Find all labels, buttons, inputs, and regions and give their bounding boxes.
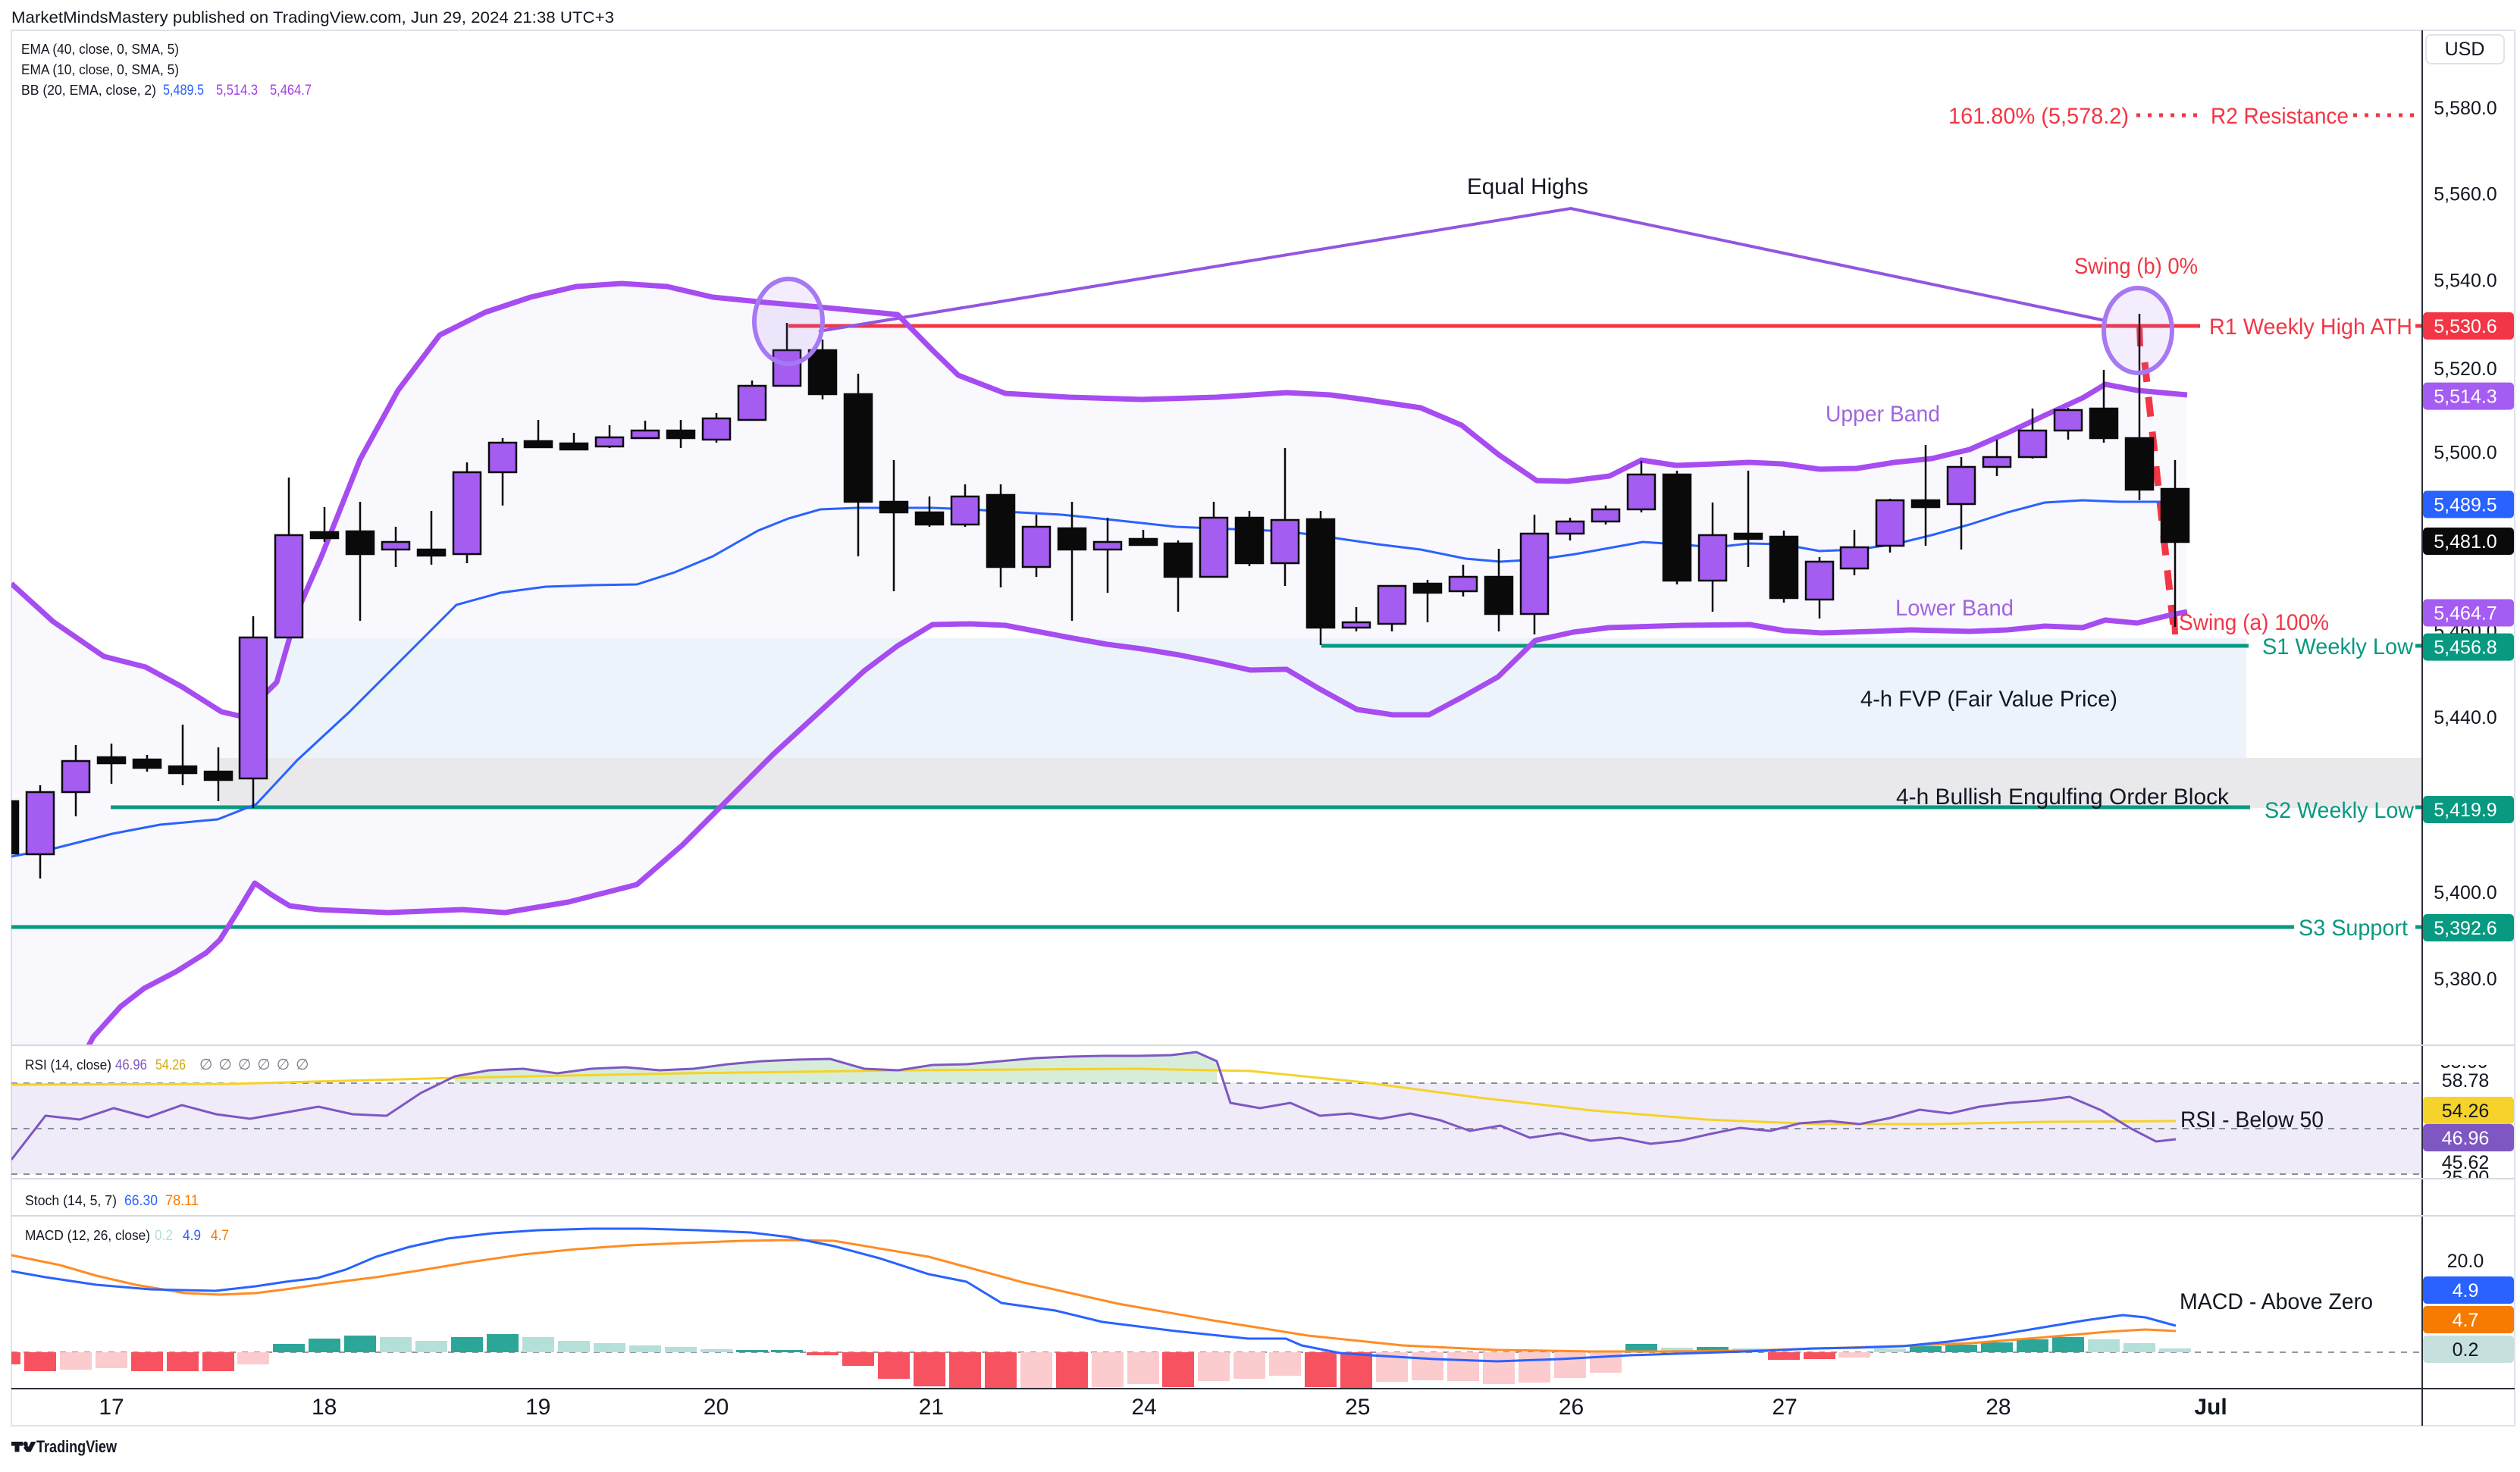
svg-text:USD: USD bbox=[2445, 39, 2485, 60]
svg-text:MACD - Above Zero: MACD - Above Zero bbox=[2180, 1289, 2373, 1314]
svg-text:0.2: 0.2 bbox=[2453, 1339, 2479, 1361]
svg-text:R1 Weekly High ATH: R1 Weekly High ATH bbox=[2209, 315, 2412, 340]
svg-text:Upper Band: Upper Band bbox=[1826, 402, 1940, 427]
svg-text:S3 Support: S3 Support bbox=[2299, 916, 2409, 941]
svg-text:5,520.0: 5,520.0 bbox=[2434, 359, 2496, 380]
svg-text:54.26: 54.26 bbox=[2442, 1101, 2490, 1122]
svg-text:5,400.0: 5,400.0 bbox=[2434, 882, 2496, 904]
svg-text:5,440.0: 5,440.0 bbox=[2434, 707, 2496, 728]
svg-text:∅∅∅∅∅∅: ∅ ∅ ∅ ∅ ∅ ∅ bbox=[199, 1057, 309, 1073]
svg-text:26: 26 bbox=[1559, 1395, 1584, 1420]
svg-text:RSI - Below 50: RSI - Below 50 bbox=[2180, 1107, 2324, 1132]
svg-text:Swing (a) 100%: Swing (a) 100% bbox=[2179, 610, 2329, 635]
svg-text:5,481.0: 5,481.0 bbox=[2434, 531, 2496, 553]
svg-text:19: 19 bbox=[525, 1395, 550, 1420]
svg-text:24: 24 bbox=[1132, 1395, 1157, 1420]
svg-text:20: 20 bbox=[704, 1395, 729, 1420]
svg-text:46.96: 46.96 bbox=[115, 1057, 147, 1073]
svg-text:161.80% (5,578.2): 161.80% (5,578.2) bbox=[1948, 104, 2129, 129]
svg-text:4.7: 4.7 bbox=[211, 1228, 229, 1244]
svg-text:58.78: 58.78 bbox=[2442, 1070, 2490, 1091]
svg-text:4-h FVP (Fair Value Price): 4-h FVP (Fair Value Price) bbox=[1860, 687, 2117, 712]
svg-text:R2 Resistance: R2 Resistance bbox=[2211, 104, 2349, 129]
svg-text:46.96: 46.96 bbox=[2442, 1128, 2490, 1149]
svg-text:5,514.3: 5,514.3 bbox=[216, 83, 258, 99]
svg-text:5,464.7: 5,464.7 bbox=[2434, 603, 2496, 625]
svg-text:25: 25 bbox=[1345, 1395, 1370, 1420]
svg-text:28: 28 bbox=[1986, 1395, 2011, 1420]
svg-text:BB (20, EMA, close, 2): BB (20, EMA, close, 2) bbox=[21, 83, 156, 98]
svg-text:4.9: 4.9 bbox=[183, 1228, 201, 1244]
svg-text:5,580.0: 5,580.0 bbox=[2434, 98, 2496, 119]
svg-text:RSI (14, close): RSI (14, close) bbox=[25, 1057, 111, 1073]
svg-text:4.7: 4.7 bbox=[2453, 1310, 2479, 1331]
svg-text:Stoch (14, 5, 7): Stoch (14, 5, 7) bbox=[25, 1193, 117, 1208]
svg-text:5,489.5: 5,489.5 bbox=[163, 83, 204, 99]
svg-text:Jul: Jul bbox=[2194, 1395, 2227, 1420]
svg-text:54.26: 54.26 bbox=[155, 1057, 186, 1073]
svg-text:5,500.0: 5,500.0 bbox=[2434, 443, 2496, 464]
svg-text:5,530.6: 5,530.6 bbox=[2434, 316, 2496, 337]
svg-text:27: 27 bbox=[1772, 1395, 1798, 1420]
svg-text:4-h Bullish Engulfing Order Bl: 4-h Bullish Engulfing Order Block bbox=[1896, 785, 2230, 810]
svg-text:TradingView: TradingView bbox=[36, 1437, 118, 1456]
svg-text:5,464.7: 5,464.7 bbox=[270, 83, 312, 99]
svg-text:S2 Weekly Low: S2 Weekly Low bbox=[2265, 798, 2414, 823]
svg-text:S1 Weekly Low: S1 Weekly Low bbox=[2262, 634, 2413, 659]
svg-text:5,456.8: 5,456.8 bbox=[2434, 637, 2496, 659]
svg-text:25.00: 25.00 bbox=[2442, 1167, 2490, 1189]
svg-text:21: 21 bbox=[919, 1395, 944, 1420]
svg-text:Swing (b) 0%: Swing (b) 0% bbox=[2074, 254, 2198, 279]
svg-text:5,392.6: 5,392.6 bbox=[2434, 918, 2496, 939]
svg-text:5,540.0: 5,540.0 bbox=[2434, 270, 2496, 291]
svg-text:EMA (40, close, 0, SMA, 5): EMA (40, close, 0, SMA, 5) bbox=[21, 42, 179, 57]
svg-text:5,380.0: 5,380.0 bbox=[2434, 969, 2496, 990]
svg-text:45.62: 45.62 bbox=[2442, 1152, 2490, 1173]
svg-text:17: 17 bbox=[99, 1395, 124, 1420]
svg-text:78.11: 78.11 bbox=[165, 1193, 199, 1209]
svg-text:MACD (12, 26, close): MACD (12, 26, close) bbox=[25, 1228, 150, 1243]
svg-text:5,514.3: 5,514.3 bbox=[2434, 387, 2496, 408]
svg-text:20.0: 20.0 bbox=[2447, 1251, 2484, 1272]
svg-text:4.9: 4.9 bbox=[2453, 1280, 2479, 1301]
svg-text:Equal Highs: Equal Highs bbox=[1467, 174, 1588, 199]
svg-text:0.2: 0.2 bbox=[155, 1228, 173, 1244]
svg-text:MarketMindsMastery published o: MarketMindsMastery published on TradingV… bbox=[11, 9, 614, 27]
svg-text:5,489.5: 5,489.5 bbox=[2434, 495, 2496, 516]
svg-text:66.30: 66.30 bbox=[124, 1193, 158, 1209]
svg-text:5,560.0: 5,560.0 bbox=[2434, 184, 2496, 205]
svg-text:EMA (10, close, 0, SMA, 5): EMA (10, close, 0, SMA, 5) bbox=[21, 62, 179, 77]
svg-text:5,419.9: 5,419.9 bbox=[2434, 800, 2496, 821]
svg-text:18: 18 bbox=[312, 1395, 337, 1420]
svg-text:Lower Band: Lower Band bbox=[1895, 596, 2014, 621]
